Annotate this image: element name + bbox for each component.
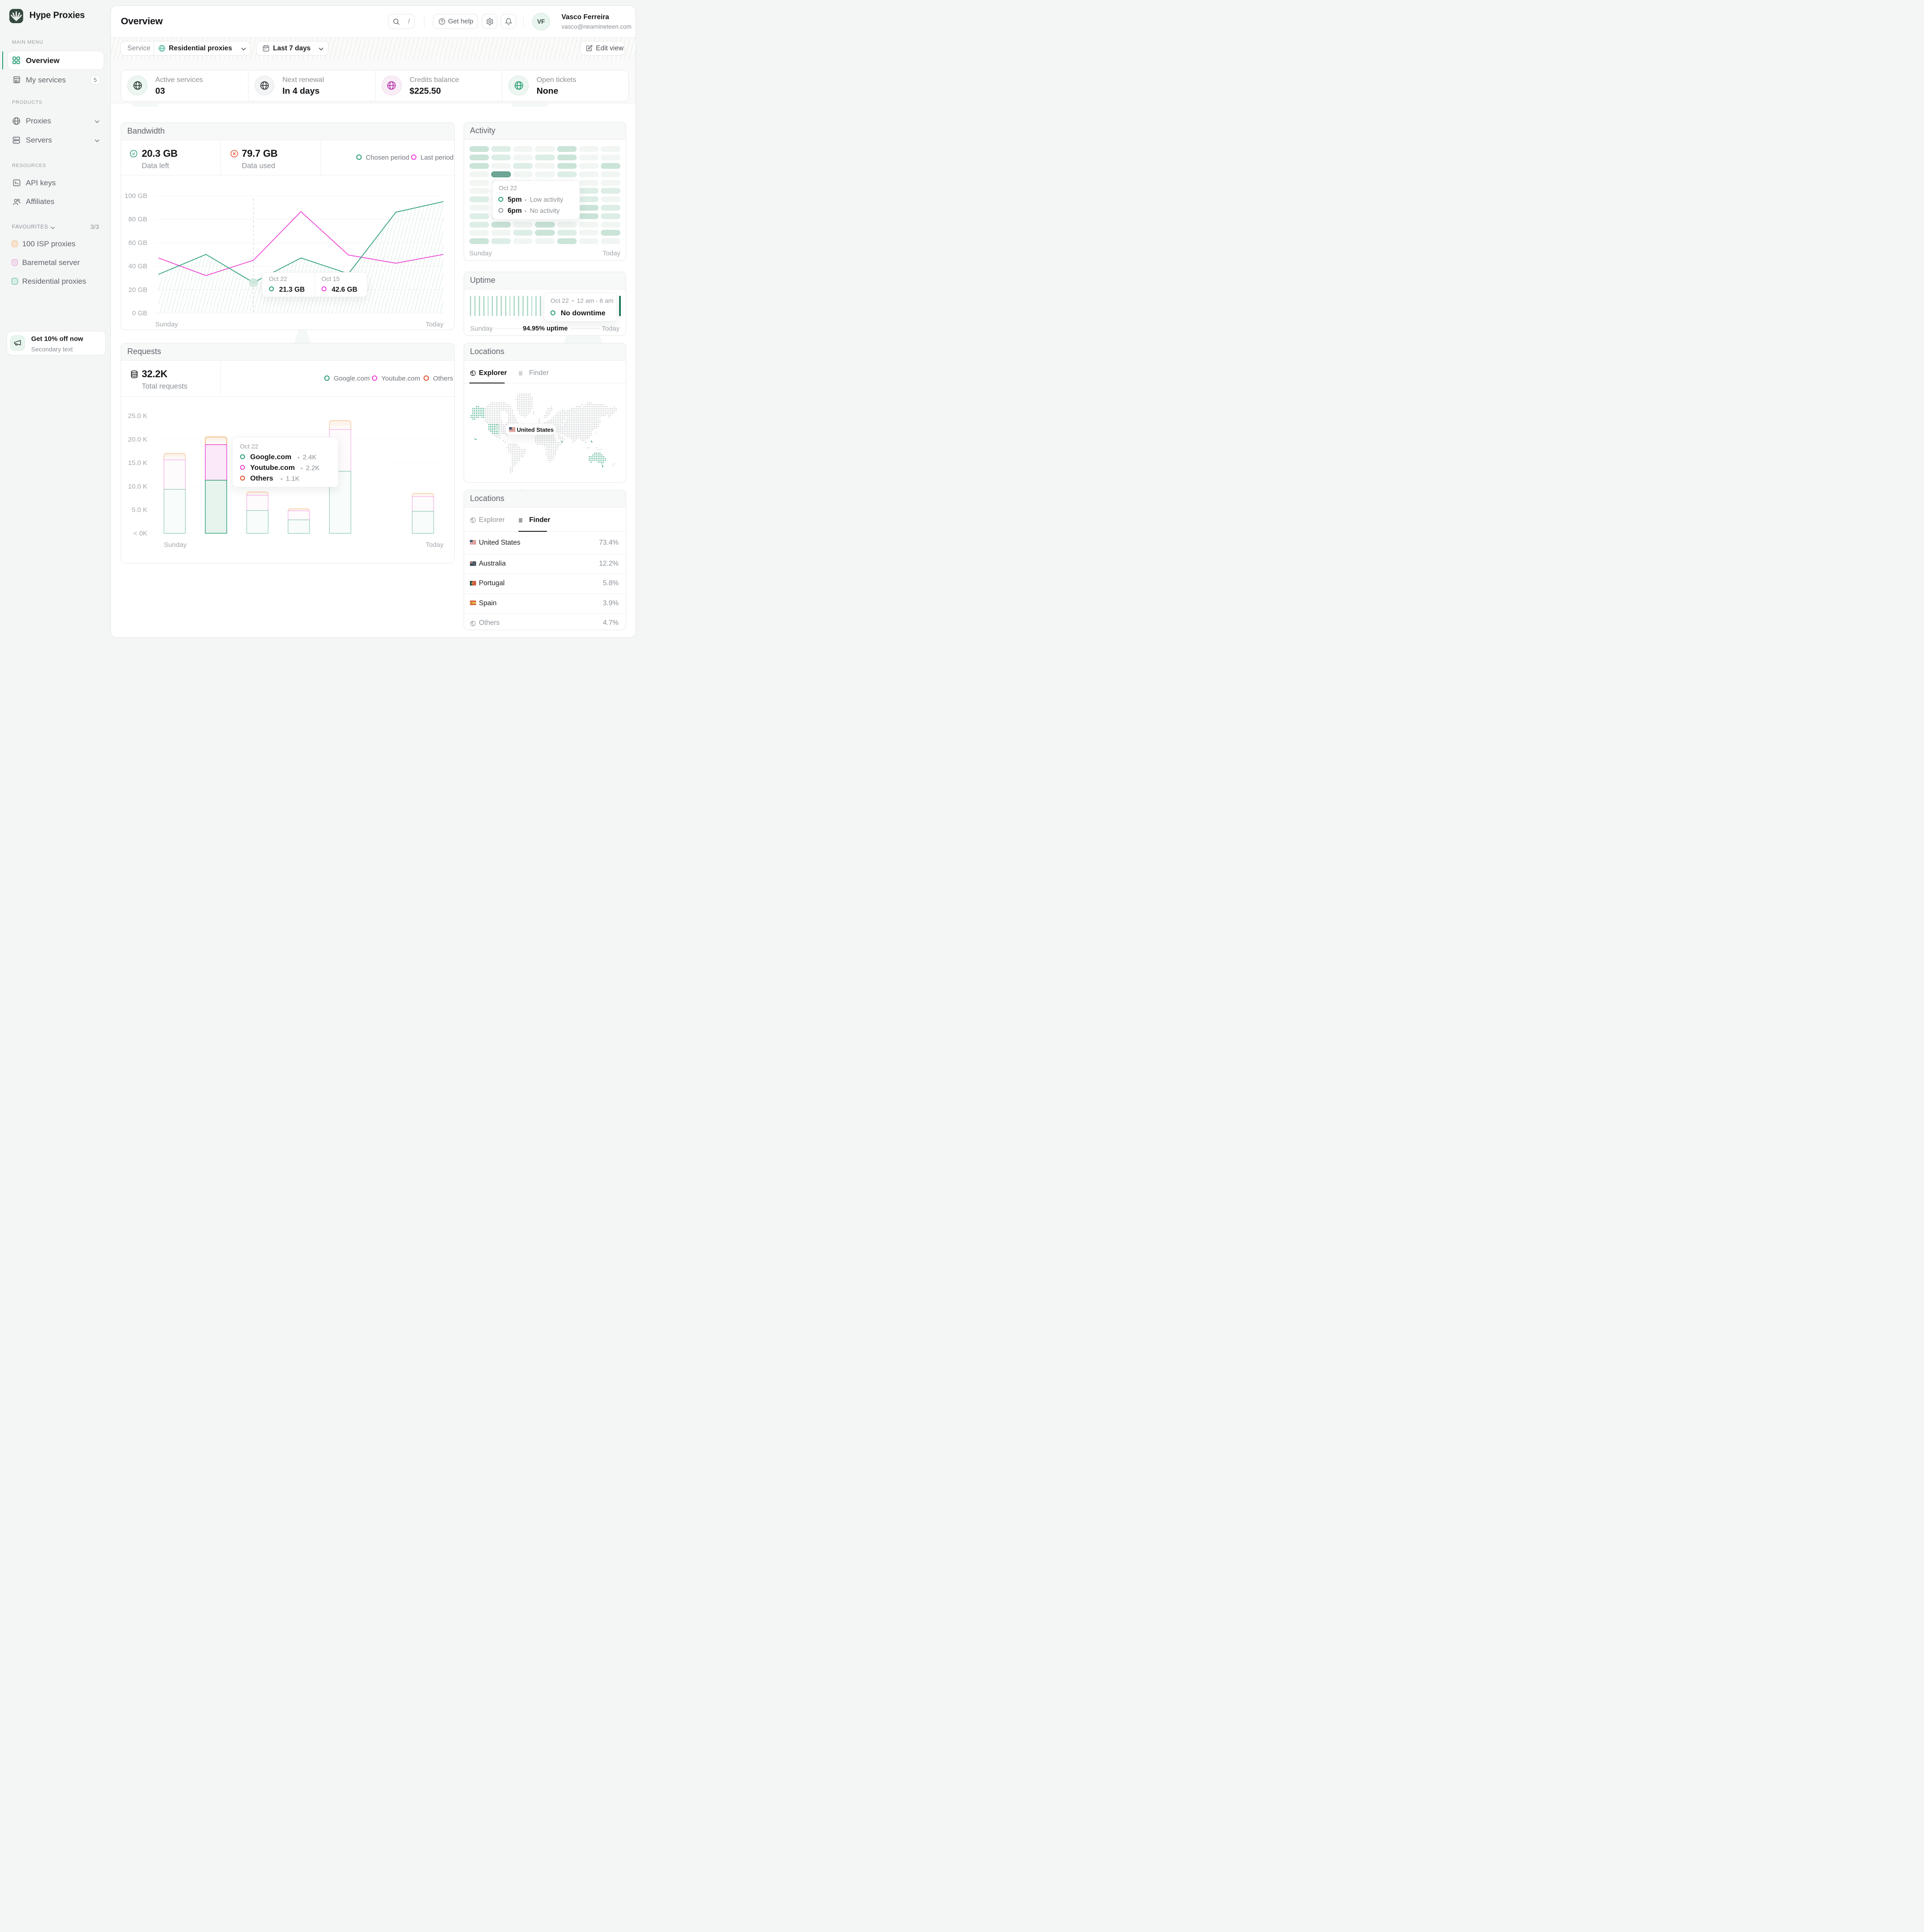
svg-text:80 GB: 80 GB [128, 216, 147, 223]
svg-text:15.0 K: 15.0 K [128, 459, 147, 467]
svg-text:60 GB: 60 GB [128, 239, 147, 246]
svg-text:25.0 K: 25.0 K [128, 412, 147, 420]
svg-text:Sunday: Sunday [164, 541, 187, 549]
svg-text:40 GB: 40 GB [128, 262, 147, 270]
svg-text:Sunday: Sunday [155, 321, 178, 328]
svg-text:10.0 K: 10.0 K [128, 483, 147, 490]
svg-text:Today: Today [426, 541, 444, 549]
svg-text:100 GB: 100 GB [125, 192, 147, 200]
svg-text:20 GB: 20 GB [128, 286, 147, 293]
svg-text:< 0K: < 0K [134, 530, 147, 537]
svg-text:5.0 K: 5.0 K [132, 506, 147, 514]
svg-text:0 GB: 0 GB [132, 310, 147, 317]
svg-text:Today: Today [426, 321, 444, 328]
svg-text:20.0 K: 20.0 K [128, 436, 147, 443]
